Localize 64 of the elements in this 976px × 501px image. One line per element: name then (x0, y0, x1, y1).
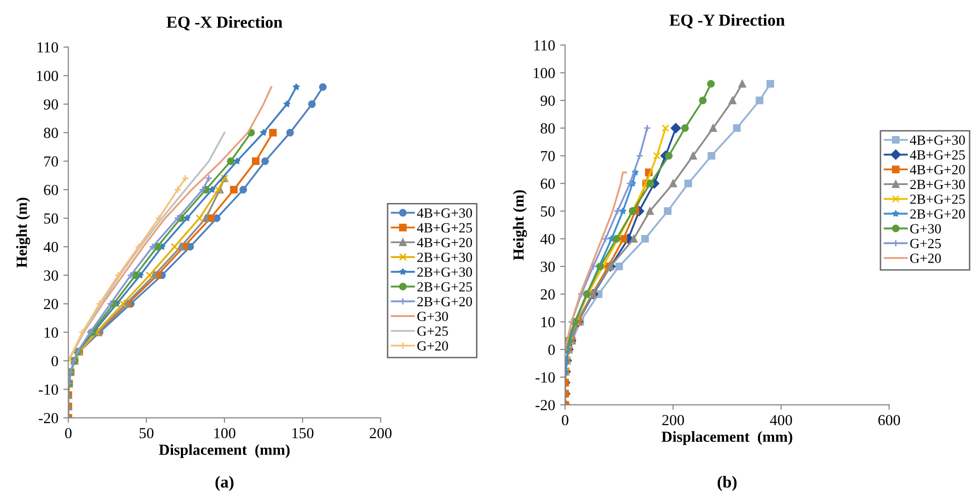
y-tick-label: 100 (37, 70, 58, 82)
y-tick-label: 30 (540, 262, 555, 272)
legend-label: G+20 (910, 254, 941, 263)
y-tick-label: 90 (44, 99, 58, 110)
y-tick-label: 100 (534, 68, 555, 78)
y-tick-label: 30 (44, 270, 58, 281)
y-tick-label: 90 (540, 96, 555, 106)
y-tick-label: 80 (44, 128, 58, 138)
legend-label: 4B+G+25 (910, 150, 965, 160)
x-tick-label: 200 (370, 428, 392, 438)
x-tick-label: 0 (65, 428, 72, 438)
legend-label: 4B+G+20 (910, 165, 965, 174)
legend-label: 4B+G+30 (910, 135, 965, 145)
chart-title: EQ -X Direction (166, 16, 282, 30)
text: (b) (718, 476, 737, 492)
y-axis-title: Height (m) (512, 190, 527, 260)
legend-label: 4B+G+20 (417, 238, 472, 248)
legend-label: 2B+G+30 (417, 267, 472, 277)
x-axis-title: Displacement (mm) (662, 431, 792, 446)
legend-label: 4B+G+30 (417, 208, 472, 218)
x-tick-label: 200 (662, 414, 684, 426)
y-tick-label: 10 (541, 316, 555, 328)
y-tick-label: 40 (540, 234, 555, 244)
legend-label: 2B+G+25 (910, 194, 965, 204)
y-tick-label: 70 (44, 156, 58, 167)
x-tick-label: 150 (292, 428, 314, 438)
legend-label: G+25 (910, 238, 941, 248)
x-tick-label: 50 (140, 428, 154, 438)
x-tick-label: 100 (214, 428, 236, 438)
y-tick-label: 10 (44, 327, 58, 338)
y-tick-label: 50 (44, 213, 58, 224)
x-axis-title: Displacement (mm) (158, 444, 290, 458)
y-tick-label: 60 (44, 184, 58, 196)
y-tick-label: 20 (540, 289, 555, 300)
legend-label: 2B+G+20 (417, 296, 472, 306)
legend-label: G+30 (910, 224, 941, 234)
y-tick-label: 110 (38, 42, 58, 53)
y-tick-label: -20 (536, 400, 555, 410)
x-tick-label: 600 (878, 414, 900, 426)
legend-label: G+25 (417, 326, 448, 336)
y-tick-label: 40 (44, 242, 58, 252)
y-tick-label: 0 (548, 344, 555, 355)
y-tick-label: -10 (38, 384, 58, 395)
y-tick-label: 60 (540, 178, 555, 189)
legend-label: 2B+G+20 (910, 209, 965, 219)
y-tick-label: 110 (534, 40, 555, 51)
legend-label: G+20 (417, 341, 448, 351)
y-tick-label: 50 (540, 206, 555, 217)
legend-label: 2B+G+30 (910, 180, 965, 190)
y-tick-label: 20 (44, 298, 58, 310)
y-tick-label: -10 (536, 372, 555, 383)
y-tick-label: 80 (540, 123, 555, 134)
x-tick-label: 400 (770, 414, 792, 426)
y-tick-label: 70 (541, 150, 555, 162)
y-axis-title: Height (m) (16, 198, 30, 268)
legend-label: G+30 (417, 312, 448, 322)
x-tick-label: 0 (562, 414, 568, 426)
y-tick-label: 0 (52, 356, 58, 366)
legend-label: 4B+G+25 (417, 223, 472, 233)
text: (a) (215, 476, 234, 492)
chart-title: EQ -Y Direction (670, 14, 785, 28)
legend-label: 2B+G+30 (417, 252, 472, 262)
y-tick-label: -20 (38, 412, 58, 424)
legend-label: 2B+G+25 (417, 282, 472, 292)
